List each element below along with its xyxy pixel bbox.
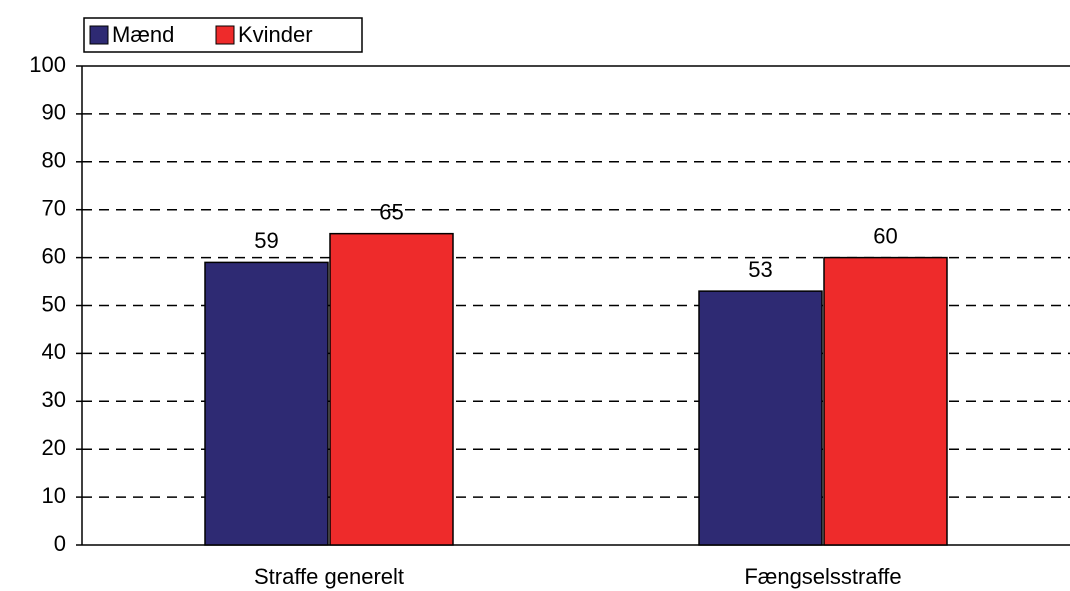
value-label: 53 bbox=[748, 257, 772, 282]
x-tick-label: Straffe generelt bbox=[254, 564, 404, 589]
x-tick-label: Fængselsstraffe bbox=[744, 564, 901, 589]
y-tick-label: 50 bbox=[42, 291, 66, 316]
bar bbox=[698, 290, 823, 546]
bar bbox=[823, 256, 948, 546]
y-tick-label: 10 bbox=[42, 483, 66, 508]
value-label: 65 bbox=[379, 199, 403, 224]
y-tick-label: 20 bbox=[42, 435, 66, 460]
y-tick-label: 70 bbox=[42, 196, 66, 221]
legend-swatch bbox=[215, 25, 235, 45]
bar bbox=[204, 261, 329, 546]
y-tick-label: 30 bbox=[42, 387, 66, 412]
y-tick-label: 0 bbox=[54, 531, 66, 556]
legend-label: Kvinder bbox=[238, 22, 313, 47]
legend-swatch bbox=[89, 25, 109, 45]
value-label: 59 bbox=[254, 228, 278, 253]
bar bbox=[329, 232, 454, 546]
y-tick-label: 60 bbox=[42, 243, 66, 268]
legend-label: Mænd bbox=[112, 22, 174, 47]
y-tick-label: 80 bbox=[42, 148, 66, 173]
y-tick-label: 40 bbox=[42, 339, 66, 364]
y-tick-label: 100 bbox=[29, 52, 66, 77]
y-tick-label: 90 bbox=[42, 100, 66, 125]
value-label: 60 bbox=[873, 223, 897, 248]
